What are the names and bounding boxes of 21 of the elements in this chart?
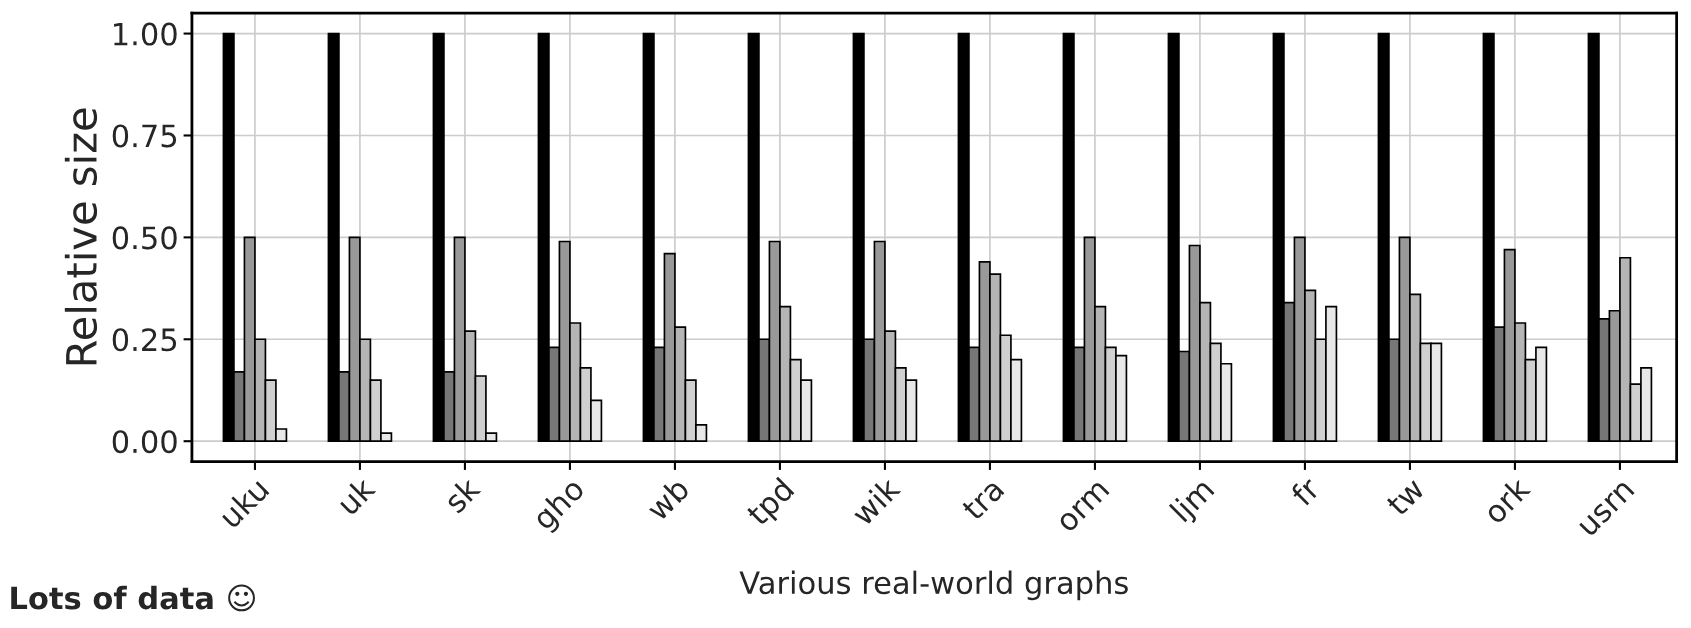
x-tick-label: fr	[1288, 474, 1322, 508]
x-tick-label: wik	[849, 474, 902, 527]
x-tick-label: tra	[961, 477, 1005, 522]
x-tick-label: uk	[335, 474, 377, 516]
y-tick-label: 0.50	[112, 226, 177, 250]
x-tick-label: orm	[1057, 480, 1110, 534]
x-tick-label: tpd	[744, 476, 799, 532]
text: Lots of data ☺	[11, 584, 255, 612]
x-tick-label: gho	[530, 475, 590, 536]
x-tick-label: ljm	[1168, 476, 1220, 527]
x-tick-label: wb	[644, 475, 691, 522]
y-tick-label: 1.00	[114, 22, 177, 46]
x-tick-label: uku	[217, 476, 270, 529]
y-tick-label: 0.25	[112, 328, 177, 352]
y-tick-label: 0.75	[112, 124, 177, 148]
y-axis-title: Relative size	[64, 108, 98, 365]
x-tick-label: sk	[442, 474, 482, 515]
x-axis-title: Various real-world graphs	[739, 570, 1128, 601]
y-tick-label: 0.00	[112, 430, 177, 454]
x-tick-label: ork	[1481, 474, 1532, 525]
x-tick-label: tw	[1385, 476, 1426, 517]
